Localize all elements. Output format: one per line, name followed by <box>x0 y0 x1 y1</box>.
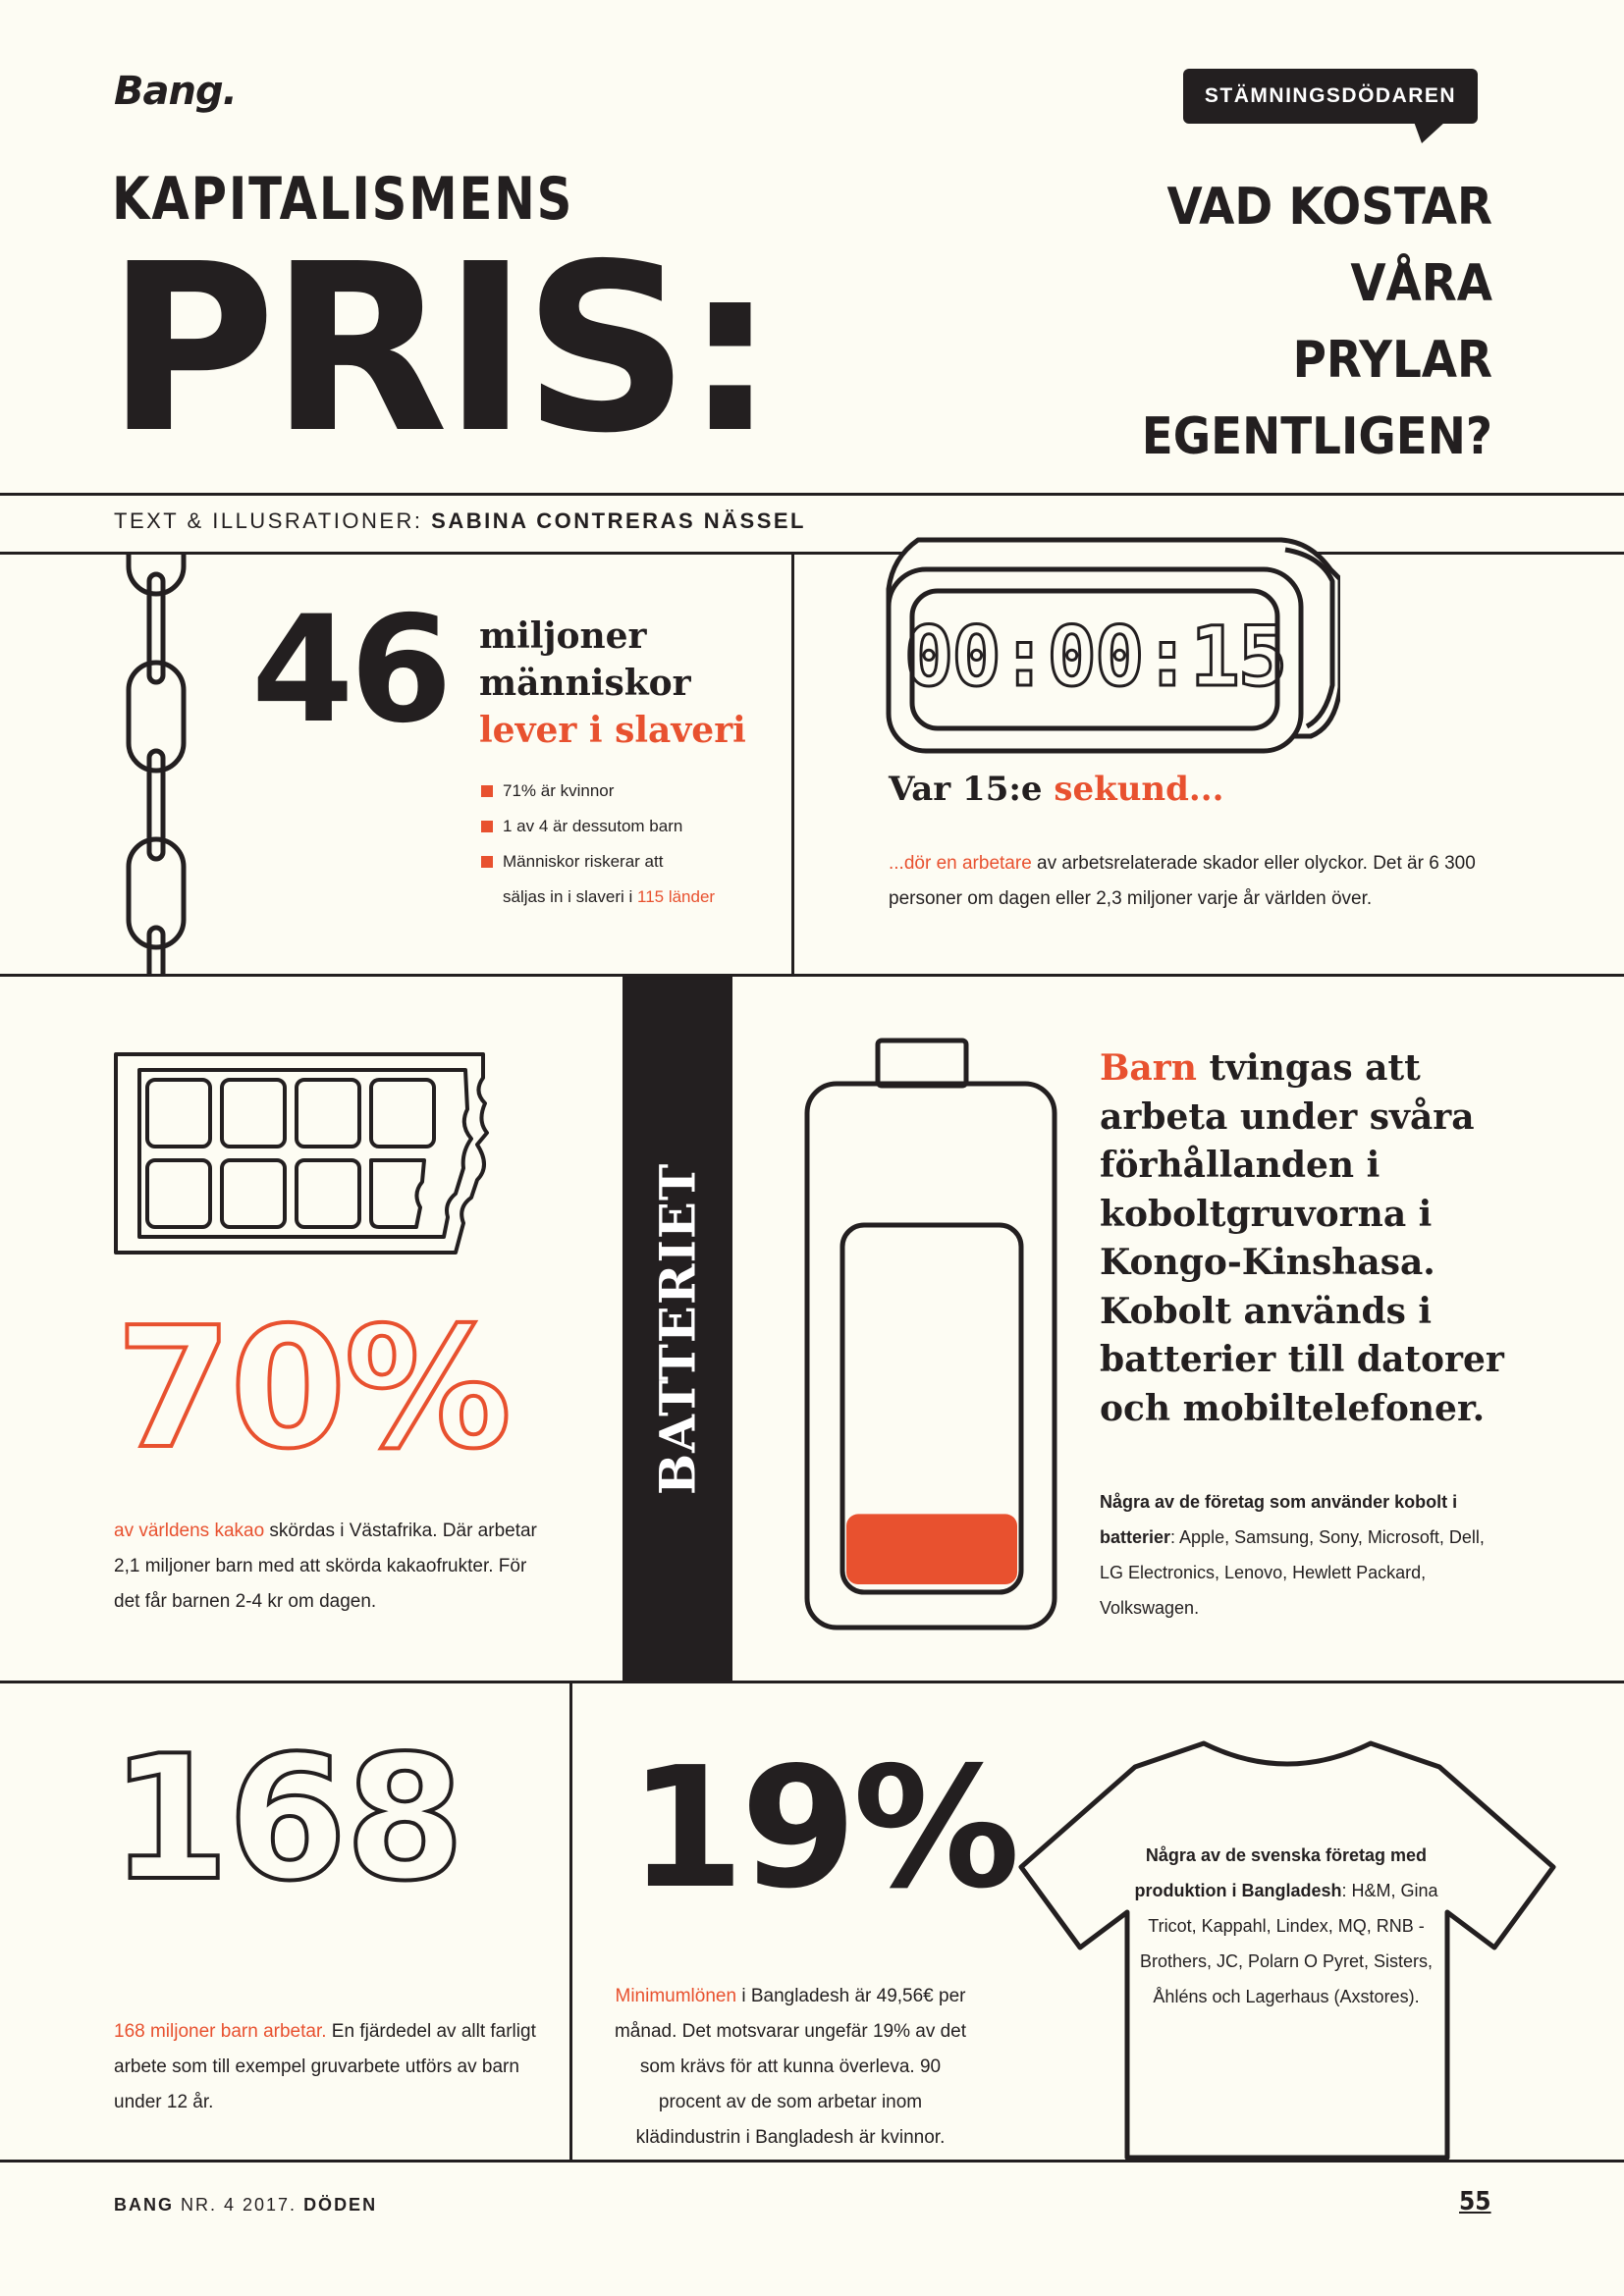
chocolate-bar-illustration <box>114 1052 489 1255</box>
divider <box>791 552 794 974</box>
divider <box>0 1681 1624 1683</box>
list-item: 1 av 4 är dessutom barn <box>481 809 715 844</box>
slavery-facts: 71% är kvinnor 1 av 4 är dessutom barn M… <box>481 774 715 915</box>
divider <box>569 1681 572 2160</box>
clock-body-highlight: ...dör en arbetare <box>889 853 1032 874</box>
battery-headline-highlight: Barn <box>1100 1047 1197 1089</box>
digital-clock-illustration: 00:00:15 <box>886 537 1340 754</box>
t-shirt-label: Några av de svenska företag med produkti… <box>1134 1845 1428 1900</box>
clock-display: 00:00:15 <box>904 609 1286 705</box>
slavery-line: människor <box>479 663 691 704</box>
countries-highlight: 115 länder <box>637 887 716 906</box>
title-line-1: KAPITALISMENS <box>112 165 574 234</box>
battery-companies-label: Några av de företag som använder kobolt … <box>1100 1492 1458 1547</box>
divider <box>0 552 1624 555</box>
page-footer: BANG NR. 4 2017. DÖDEN <box>114 2195 377 2216</box>
clock-heading: Var 15:e sekund... <box>889 770 1224 809</box>
slavery-line: miljoner <box>479 615 647 657</box>
slavery-headline: miljoner människor lever i slaveri <box>479 613 746 754</box>
battery-label-bar <box>623 976 732 1682</box>
battery-headline: Barn tvingas att arbeta under svåra förh… <box>1100 1047 1504 1429</box>
bullet-square <box>481 856 493 868</box>
bullet-square <box>481 821 493 832</box>
page-number: 55 <box>1459 2187 1491 2216</box>
clock-heading-highlight: sekund... <box>1054 770 1224 809</box>
magazine-logo: Bang. <box>114 69 238 114</box>
cocoa-highlight: av världens kakao <box>114 1521 265 1541</box>
question-line: EGENTLIGEN? <box>1141 407 1492 466</box>
cocoa-percent: 70% <box>114 1292 514 1486</box>
question-line: VÅRA PRYLAR <box>1292 254 1492 390</box>
child-labor-body: 168 miljoner barn arbetar. En fjärdedel … <box>114 2021 536 2112</box>
divider <box>0 974 1624 977</box>
list-item: 71% är kvinnor <box>481 774 715 809</box>
wage-highlight: Minimumlönen <box>615 1986 737 2006</box>
chain-illustration <box>126 555 187 975</box>
question-line: VAD KOSTAR <box>1166 178 1493 237</box>
wage-percent: 19% <box>628 1732 1020 1926</box>
battery-companies: Några av de företag som använder kobolt … <box>1100 1492 1485 1618</box>
child-labor-number: 168 <box>108 1720 466 1919</box>
battery-icon <box>804 1038 1057 1630</box>
battery-vertical-label: BATTERIET <box>648 1162 707 1496</box>
slavery-number: 46 <box>251 585 453 756</box>
divider <box>0 493 1624 496</box>
cocoa-body: av världens kakao skördas i Västafrika. … <box>114 1521 537 1612</box>
t-shirt-illustration <box>1018 1740 1556 2160</box>
child-labor-highlight: 168 miljoner barn arbetar. <box>114 2021 327 2042</box>
clock-body: ...dör en arbetare av arbetsrelaterade s… <box>889 853 1476 909</box>
slavery-line-highlight: lever i slaveri <box>479 710 746 751</box>
footer-issue: NR. 4 2017. <box>174 2195 304 2215</box>
headline-question: VAD KOSTAR VÅRA PRYLAR EGENTLIGEN? <box>1139 169 1492 475</box>
wage-body: Minimumlönen i Bangladesh är 49,56€ per … <box>614 1986 967 2148</box>
footer-brand: BANG <box>114 2195 174 2215</box>
speech-bubble-tail <box>1414 122 1445 143</box>
byline-name: SABINA CONTRERAS NÄSSEL <box>431 508 806 533</box>
section-tag: STÄMNINGSDÖDAREN <box>1183 69 1478 124</box>
footer-theme: DÖDEN <box>303 2195 378 2215</box>
byline: TEXT & ILLUSRATIONER: SABINA CONTRERAS N… <box>114 508 806 534</box>
battery-charge-fill <box>846 1514 1017 1584</box>
t-shirt-companies: Några av de svenska företag med produkti… <box>1134 1845 1438 2006</box>
divider <box>0 2160 1624 2163</box>
title-line-2: PRIS: <box>106 214 777 484</box>
byline-label: TEXT & ILLUSRATIONER: <box>114 508 423 533</box>
bullet-square <box>481 785 493 797</box>
list-item: Människor riskerar att säljas in i slaver… <box>481 844 715 915</box>
